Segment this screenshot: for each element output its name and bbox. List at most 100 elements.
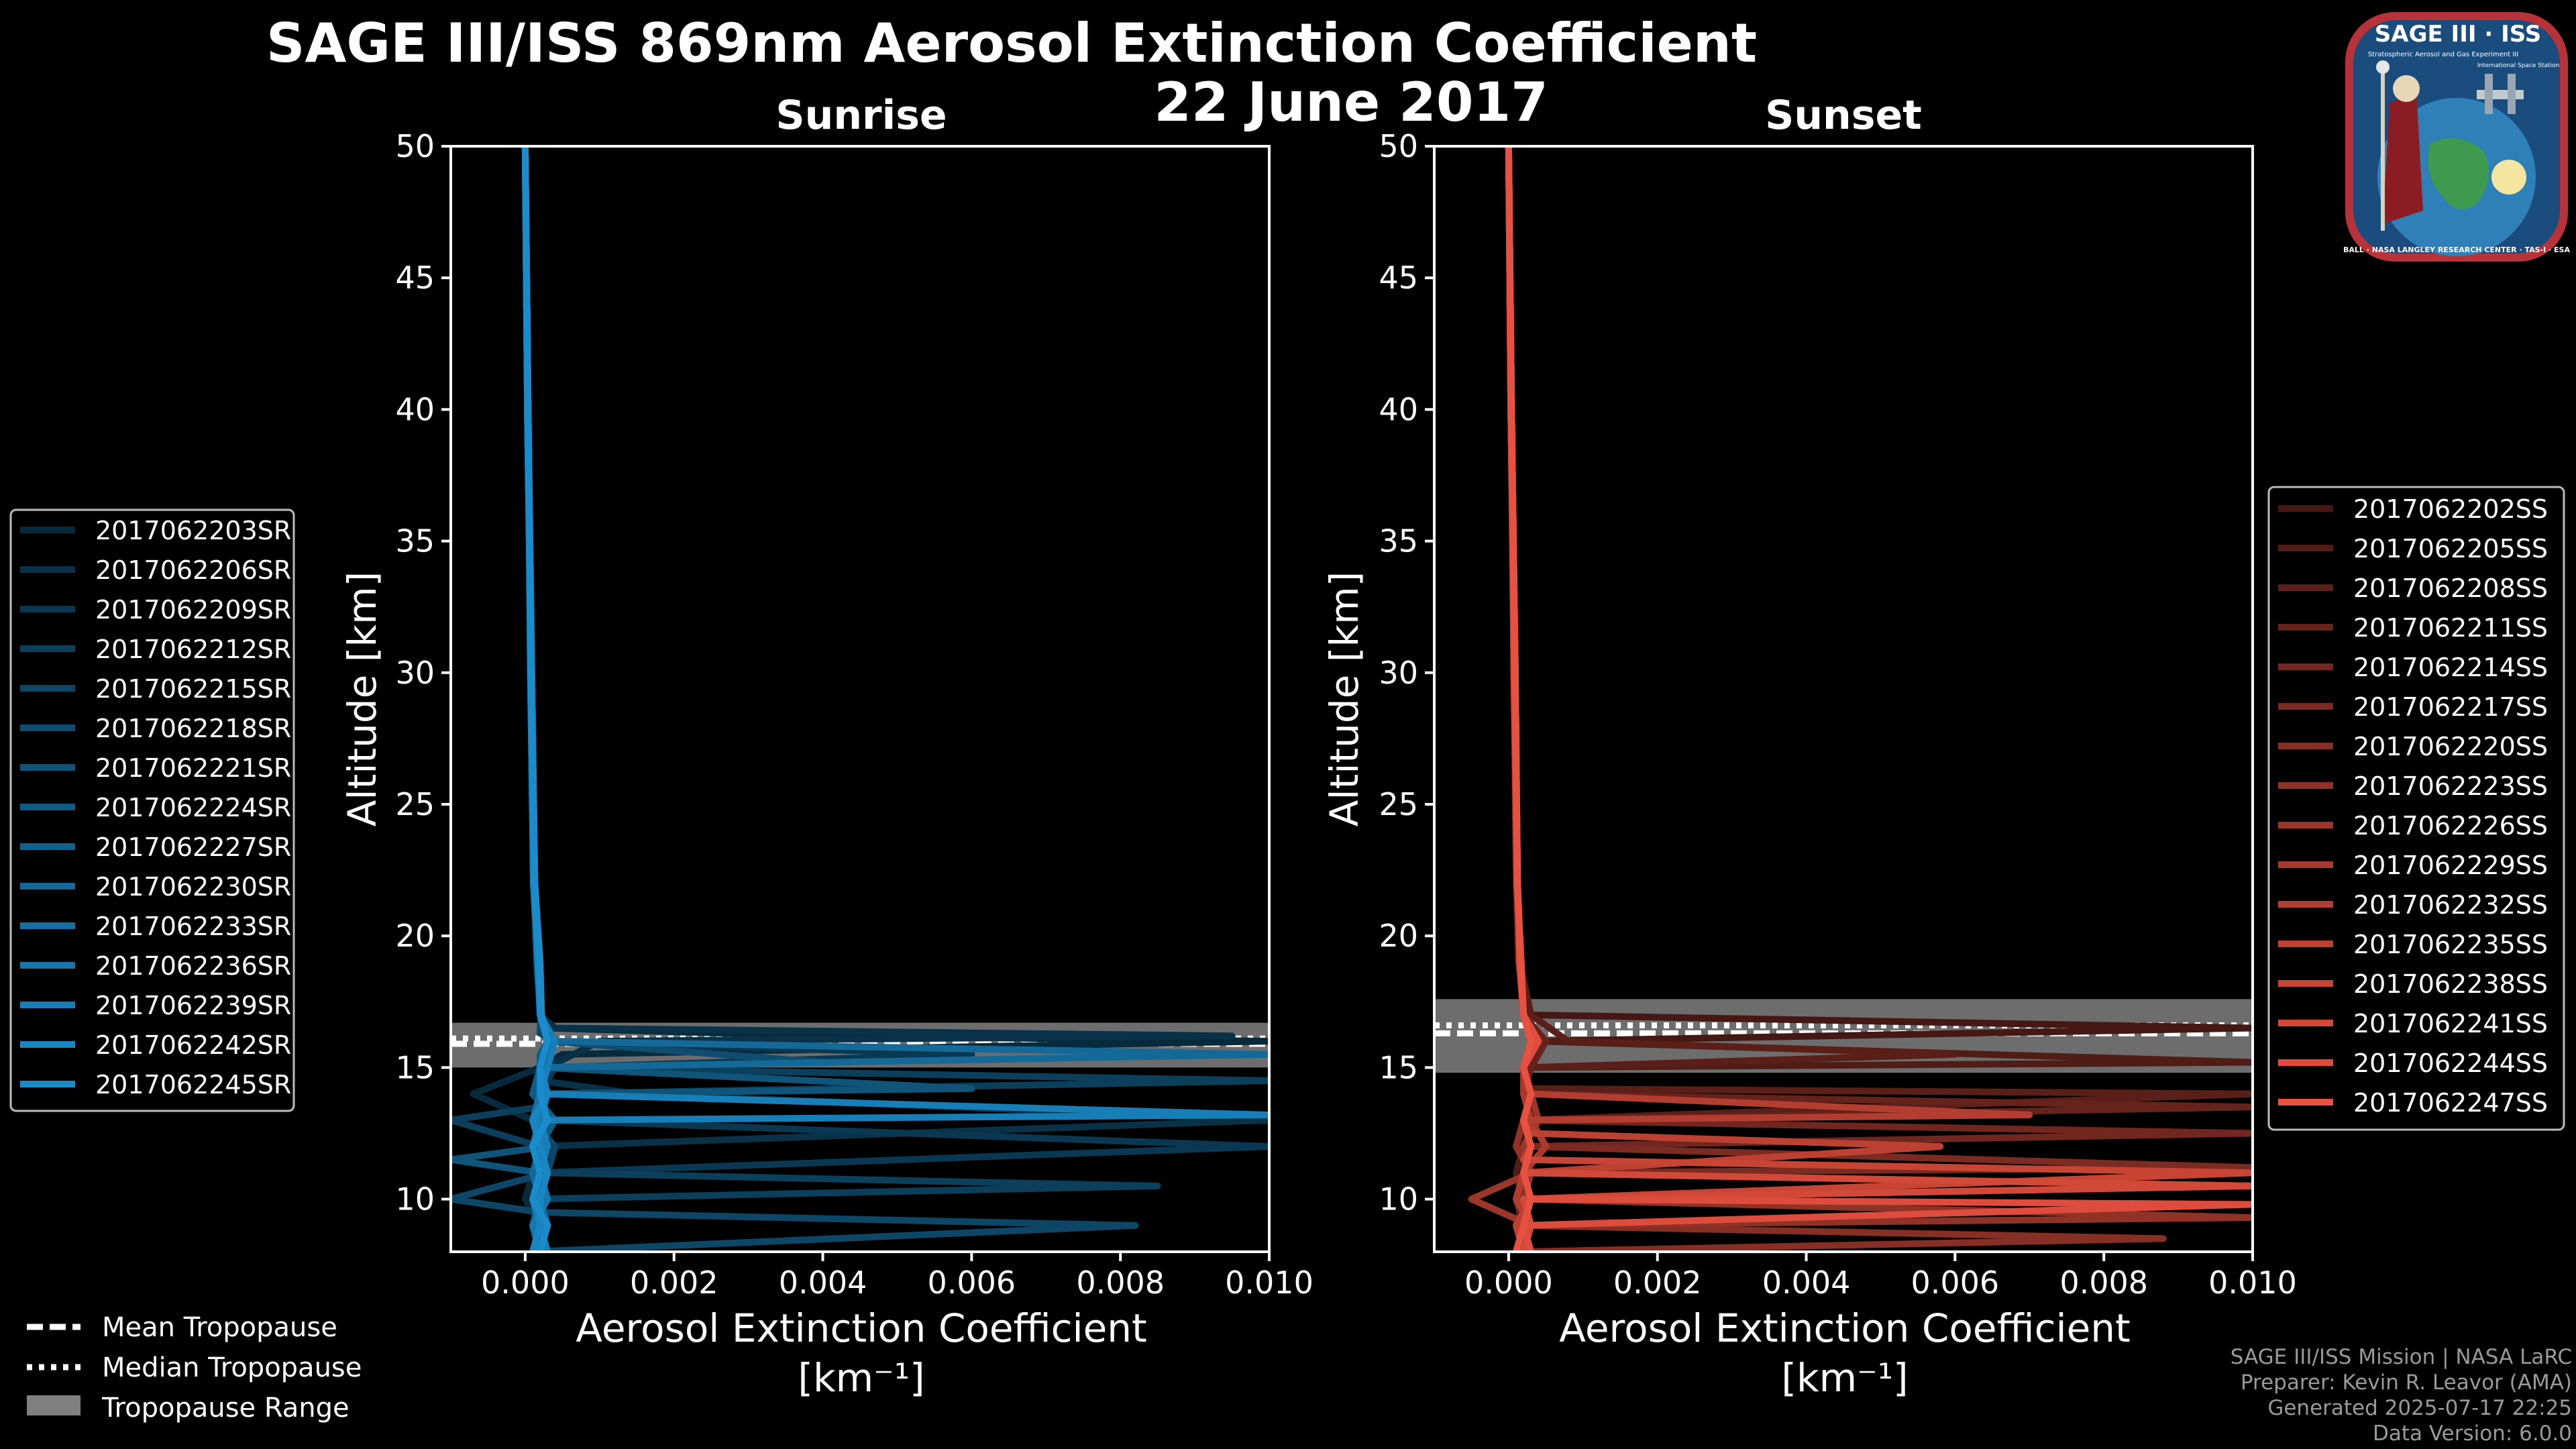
sunrise-legend-label: 2017062206SR: [95, 555, 291, 585]
sunset-legend-label: 2017062244SS: [2353, 1049, 2548, 1078]
mean-tropopause-label: Mean Tropopause: [102, 1312, 337, 1343]
sunset-legend-label: 2017062214SS: [2353, 653, 2548, 682]
sunset-x-tick-label: 0.010: [2208, 1265, 2297, 1301]
sunset-legend-label: 2017062217SS: [2353, 692, 2548, 722]
sunset-y-axis-label: Altitude [km]: [1322, 572, 1367, 826]
sunset-x-tick-label: 0.008: [2059, 1265, 2148, 1301]
sunset-x-axis-label-line1: Aerosol Extinction Coefficient: [1559, 1305, 2131, 1351]
sunset-legend-label: 2017062202SS: [2353, 494, 2548, 524]
sunrise-legend-label: 2017062245SR: [95, 1070, 291, 1099]
logo-ring-text: BALL · NASA LANGLEY RESEARCH CENTER · TA…: [2343, 246, 2570, 254]
sunrise-y-tick-label: 25: [395, 786, 435, 822]
sunrise-legend-label: 2017062239SR: [95, 991, 291, 1020]
sunset-legend-frame: [2267, 486, 2565, 1131]
sunrise-legend-label: 2017062218SR: [95, 714, 291, 743]
sunset-y-tick-label: 40: [1379, 391, 1418, 427]
sunrise-x-axis-label-line1: Aerosol Extinction Coefficient: [576, 1305, 1147, 1351]
sunset-y-tick-label: 35: [1379, 523, 1418, 559]
logo-staff-orb: [2376, 60, 2390, 74]
credits-version: Data Version: 6.0.0: [2372, 1421, 2572, 1446]
sunset-legend-label: 2017062211SS: [2353, 613, 2548, 643]
sunrise-y-axis-label: Altitude [km]: [339, 572, 385, 826]
median-tropopause-label: Median Tropopause: [102, 1352, 362, 1383]
sunset-y-tick-label: 25: [1379, 786, 1418, 822]
sunset-legend-label: 2017062235SS: [2353, 930, 2548, 959]
sunset-legend-label: 2017062229SS: [2353, 851, 2548, 880]
sunrise-legend-frame: [9, 508, 295, 1112]
sunrise-x-axis-label-line2: [km⁻¹]: [798, 1355, 924, 1401]
sunset-y-tick-label: 30: [1379, 655, 1418, 691]
logo-iss-panel-b: [2508, 74, 2516, 114]
sunrise-y-tick-label: 10: [395, 1181, 435, 1218]
sunrise-legend-label: 2017062230SR: [95, 872, 291, 902]
logo-figure-head: [2393, 75, 2420, 102]
sunset-plot-area: [1434, 146, 2253, 1252]
sunset-legend-label: 2017062220SS: [2353, 732, 2548, 761]
sunrise-legend-label: 2017062212SR: [95, 635, 291, 664]
sunrise-y-tick-label: 35: [395, 523, 435, 559]
sunrise-legend-label: 2017062233SR: [95, 912, 291, 941]
sunset-profile-2017062247SS: [1505, 146, 1535, 1252]
sunset-y-tick-label: 10: [1379, 1181, 1418, 1218]
logo-iss-text: International Space Station: [2477, 62, 2560, 69]
sunset-x-tick-label: 0.004: [1762, 1265, 1851, 1301]
sunset-panel-title: Sunset: [1765, 92, 1922, 139]
sunrise-x-tick-label: 0.004: [779, 1265, 867, 1301]
figure-title-line2: 22 June 2017: [1154, 71, 1548, 133]
sunset-y-tick-label: 50: [1379, 128, 1418, 164]
sunrise-panel-title: Sunrise: [775, 92, 947, 139]
sunrise-legend-label: 2017062203SR: [95, 516, 291, 545]
figure-title-line1: SAGE III/ISS 869nm Aerosol Extinction Co…: [266, 12, 1757, 74]
sunset-legend-label: 2017062226SS: [2353, 811, 2548, 841]
sunset-x-axis-label-line2: [km⁻¹]: [1781, 1355, 1908, 1401]
sunset-legend-label: 2017062232SS: [2353, 890, 2548, 920]
sunset-y-tick-label: 20: [1379, 918, 1418, 954]
sunrise-legend: 2017062203SR 2017062206SR 2017062209SR 2017…: [9, 508, 295, 1112]
credits-generated: Generated 2025-07-17 22:25: [2267, 1396, 2572, 1420]
sunrise-legend-label: 2017062224SR: [95, 793, 291, 822]
sunrise-legend-label: 2017062242SR: [95, 1030, 291, 1060]
credits: SAGE III/ISS Mission | NASA LaRC Prepare…: [2231, 1344, 2572, 1446]
sunset-x-tick-label: 0.000: [1464, 1265, 1553, 1301]
sunset-panel: Sunset Altitude [km] Aerosol Extinction …: [1322, 92, 2297, 1401]
sunset-legend: 2017062202SS 2017062205SS 2017062208SS 2017…: [2267, 486, 2565, 1131]
sunrise-plot-area: [451, 146, 1269, 1252]
sunrise-legend-label: 2017062209SR: [95, 595, 291, 625]
sunrise-profile-2017062245SR: [521, 146, 551, 1252]
sunrise-legend-label: 2017062236SR: [95, 951, 291, 981]
sunrise-y-tick-label: 15: [395, 1049, 435, 1085]
sunset-x-tick-label: 0.006: [1911, 1265, 2000, 1301]
tropopause-range-swatch: [27, 1395, 80, 1415]
logo-iss-panel-a: [2485, 74, 2493, 114]
logo-figure-robe: [2383, 90, 2423, 224]
sunset-axes-frame: [1433, 145, 2254, 1253]
logo-subtitle: Stratospheric Aerosol and Gas Experiment…: [2368, 51, 2518, 58]
sunset-legend-label: 2017062241SS: [2353, 1009, 2548, 1038]
logo-iss-truss: [2477, 90, 2524, 99]
credits-mission: SAGE III/ISS Mission | NASA LaRC: [2230, 1345, 2572, 1369]
logo-continent: [2428, 138, 2489, 209]
sunrise-legend-label: 2017062221SR: [95, 753, 291, 783]
sunrise-panel: Sunrise Altitude [km] Aerosol Extinction…: [339, 92, 1313, 1401]
sunrise-x-tick-label: 0.008: [1076, 1265, 1165, 1301]
sage-iii-iss-logo: SAGE III · ISS Stratospheric Aerosol and…: [2343, 12, 2570, 262]
sunrise-y-tick-label: 45: [395, 260, 435, 296]
sunset-x-tick-label: 0.002: [1613, 1265, 1702, 1301]
credits-preparer: Preparer: Kevin R. Leavor (AMA): [2240, 1371, 2572, 1395]
sunset-y-tick-label: 15: [1379, 1049, 1418, 1085]
sunset-legend-label: 2017062223SS: [2353, 771, 2548, 801]
sunrise-legend-label: 2017062227SR: [95, 833, 291, 862]
tropopause-legend: Mean Tropopause Median Tropopause Tropop…: [27, 1312, 362, 1424]
sunrise-legend-label: 2017062215SR: [95, 674, 291, 704]
sunset-legend-label: 2017062238SS: [2353, 969, 2548, 999]
sunrise-y-tick-label: 30: [395, 655, 435, 691]
sunset-legend-label: 2017062208SS: [2353, 574, 2548, 603]
sunset-y-tick-label: 45: [1379, 260, 1418, 296]
logo-name: SAGE III · ISS: [2375, 21, 2541, 48]
sunrise-x-tick-label: 0.002: [630, 1265, 718, 1301]
sunrise-x-tick-label: 0.006: [928, 1265, 1016, 1301]
sunrise-x-tick-label: 0.010: [1225, 1265, 1313, 1301]
sunrise-y-tick-label: 20: [395, 918, 435, 954]
sunrise-y-tick-label: 50: [395, 128, 435, 164]
